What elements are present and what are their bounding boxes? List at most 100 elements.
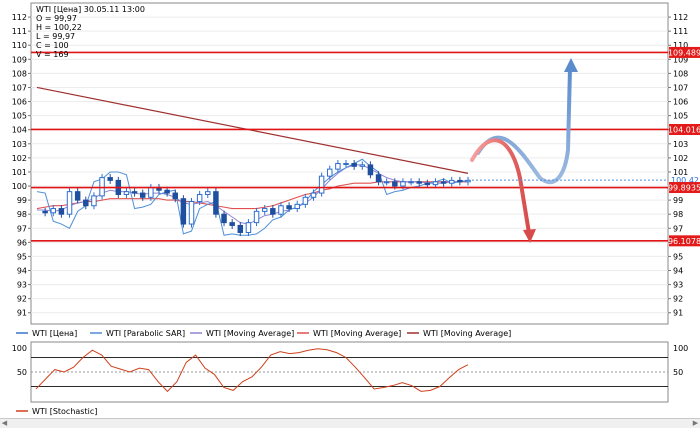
up-forecast-arrow	[476, 66, 572, 185]
level-label-box	[669, 46, 700, 58]
candle-body	[351, 163, 357, 167]
candle-body	[383, 181, 390, 184]
y-tick-label-right: 99	[673, 196, 683, 205]
info-volume: V = 169	[36, 50, 69, 59]
candle-body	[42, 210, 48, 214]
candle-body	[359, 164, 366, 167]
candle-body	[327, 168, 333, 177]
candle-body	[213, 191, 219, 215]
level-label-box	[669, 182, 700, 194]
candle-body	[261, 208, 268, 212]
candle-body	[139, 192, 146, 198]
y-tick-label-left: 110	[12, 41, 27, 50]
y-tick-label-right: 93	[673, 281, 683, 290]
candle-body	[270, 208, 276, 215]
candle-body	[107, 177, 113, 181]
candle-body	[50, 208, 57, 214]
price-panel-frame	[30, 2, 669, 325]
level-label: 99.8935	[668, 184, 700, 193]
chart-canvas: 91 92 93 94 95 96 97 98 99 100 101 102 103 104 105 106 1…	[11, 2, 700, 416]
price-legend: WTI [Цена] WTI [Parabolic SAR] WTI [Moving…	[16, 329, 511, 338]
stochastic-levels	[31, 356, 668, 388]
down-arrow-head	[523, 229, 536, 243]
stochastic-axis-right: 50 100	[673, 344, 688, 377]
candle-body	[74, 191, 81, 201]
legend-label: WTI [Moving Average]	[206, 329, 294, 338]
moving-average-fast-line	[37, 164, 469, 225]
candle-body	[294, 203, 300, 210]
y-tick-label-right: 106	[673, 98, 688, 107]
info-close: C = 100	[36, 41, 69, 50]
candle-body	[229, 222, 235, 226]
candle-body	[91, 195, 97, 207]
y-tick-label-right: 109	[673, 55, 688, 64]
candle-body	[58, 208, 65, 215]
candle-body	[448, 179, 455, 184]
up-arrow-head	[564, 58, 578, 72]
y-tick-label-left: 91	[17, 309, 27, 318]
candle-body	[245, 222, 252, 233]
y-tick-label-left: 98	[17, 210, 27, 219]
legend-label: WTI [Moving Average]	[313, 329, 401, 338]
stochastic-legend-label: WTI [Stochastic]	[32, 407, 97, 416]
scroll-right-icon[interactable]: ▶	[692, 419, 699, 427]
down-forecast-arrow	[470, 138, 531, 235]
moving-average-slow-line	[36, 86, 469, 174]
candle-body	[172, 192, 178, 200]
candle-body	[83, 199, 89, 207]
horizontal-scrollbar[interactable]: ◀ ▶	[0, 418, 700, 428]
candle-body	[196, 193, 203, 203]
y-tick-label-left: 96	[17, 238, 27, 247]
y-tick-label-right: 105	[673, 112, 688, 121]
candle-body	[164, 189, 170, 194]
y-tick-label-right: 94	[673, 267, 683, 276]
y-tick-label-left: 95	[17, 252, 27, 261]
candle-body	[457, 179, 463, 183]
forecast-arrows	[470, 58, 578, 243]
horizontal-levels	[31, 51, 668, 242]
candle-body	[253, 210, 260, 224]
y-tick-label-right: 102	[673, 154, 688, 163]
scroll-left-icon[interactable]: ◀	[1, 419, 8, 427]
y-tick-label-left: 112	[12, 13, 27, 22]
candle-body	[148, 186, 154, 198]
candle-body	[205, 191, 211, 195]
info-low: L = 99,97	[36, 32, 75, 41]
candle-body	[440, 181, 447, 184]
y-tick-label-right: 103	[673, 140, 688, 149]
y-tick-label-left: 111	[12, 27, 27, 36]
y-tick-label-left: 107	[12, 83, 27, 92]
y-tick-label-right: 111	[673, 27, 688, 36]
candle-body	[375, 174, 382, 183]
candle-body	[343, 163, 349, 165]
stochastic-tick-left: 50	[17, 368, 27, 377]
level-label: 104.016	[668, 125, 700, 134]
candle-body	[424, 182, 431, 186]
y-tick-label-right: 108	[673, 69, 688, 78]
legend-label: WTI [Цена]	[32, 329, 77, 338]
stochastic-line	[35, 348, 469, 393]
y-tick-label-left: 92	[17, 295, 27, 304]
candle-body	[367, 164, 374, 176]
stochastic-axis-left: 50 100	[12, 344, 27, 377]
candle-body	[318, 175, 325, 194]
info-open: O = 99,97	[36, 14, 77, 23]
candle-body	[432, 181, 439, 186]
y-tick-label-left: 104	[12, 126, 27, 135]
y-tick-label-right: 107	[673, 83, 688, 92]
y-tick-label-right: 101	[673, 168, 688, 177]
candle-body	[408, 181, 414, 184]
candle-body	[400, 181, 406, 187]
y-tick-label-left: 109	[12, 55, 27, 64]
y-tick-label-left: 102	[12, 154, 27, 163]
stochastic-tick-left: 100	[12, 344, 27, 353]
legend-label: WTI [Moving Average]	[423, 329, 511, 338]
last-price-label: 100,42	[671, 176, 699, 185]
y-tick-label-left: 94	[17, 267, 27, 276]
moving-average-fast	[37, 164, 469, 225]
candle-body	[188, 201, 195, 225]
y-tick-label-right: 97	[673, 224, 683, 233]
info-high: H = 100,22	[36, 23, 82, 32]
candle-body	[302, 196, 309, 205]
